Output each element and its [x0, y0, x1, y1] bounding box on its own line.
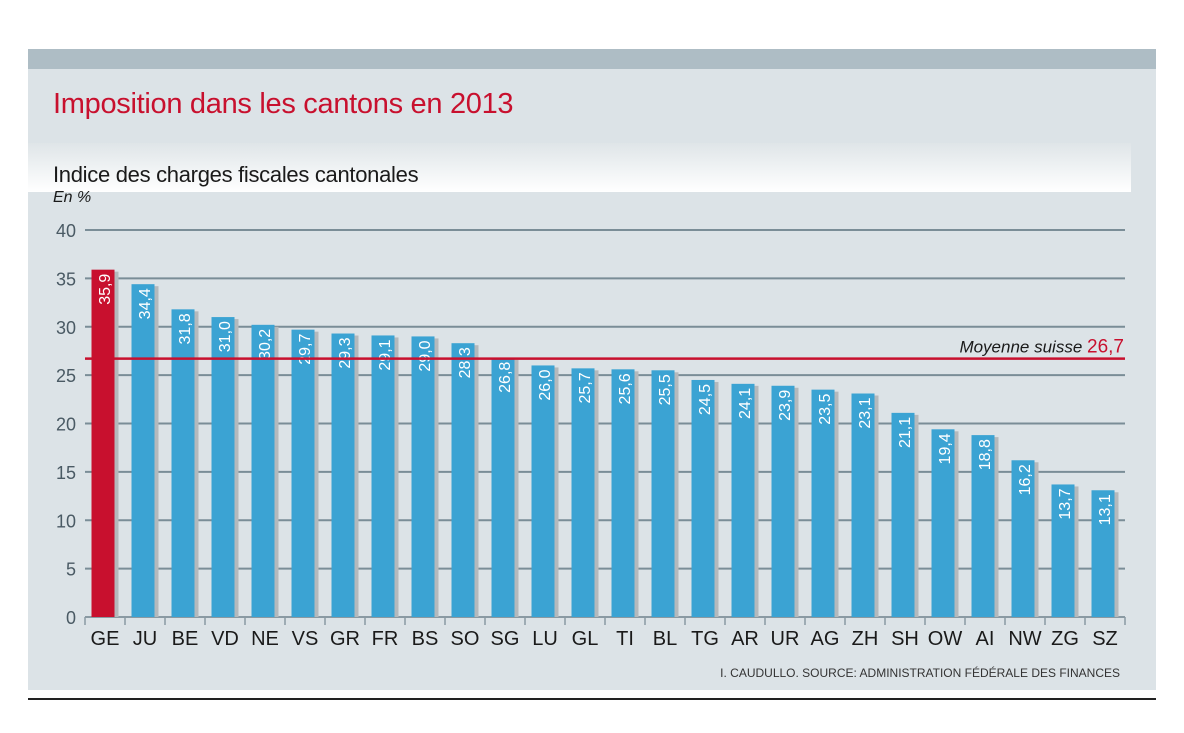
bar-ow [931, 429, 955, 617]
reference-label: Moyenne suisse 26,7 [959, 337, 1124, 358]
bar-ti [611, 369, 635, 617]
x-tick-label: GR [330, 628, 360, 650]
bar-ag [811, 389, 835, 617]
value-label: 29,3 [337, 337, 354, 368]
value-label: 29,7 [297, 334, 314, 365]
x-tick-label: SG [491, 628, 520, 650]
value-label: 13,1 [1097, 494, 1114, 525]
x-tick-label: SH [891, 628, 919, 650]
x-tick-label: LU [532, 628, 558, 650]
x-tick-label: JU [133, 628, 157, 650]
bar-sg [491, 357, 515, 617]
x-tick-label: GL [572, 628, 599, 650]
y-tick-label: 10 [56, 511, 76, 531]
header-bar [28, 49, 1156, 69]
x-tick-label: AG [811, 628, 840, 650]
value-label: 24,5 [697, 384, 714, 415]
value-label: 26,0 [537, 369, 554, 400]
bar-bs [411, 336, 435, 617]
x-tick-label: FR [372, 628, 399, 650]
bar-vs [291, 329, 315, 617]
bar-vd [211, 317, 235, 617]
value-label: 34,4 [137, 288, 154, 319]
bar-gr [331, 333, 355, 617]
value-label: 25,7 [577, 372, 594, 403]
x-tick-label: TG [691, 628, 719, 650]
reference-value: 26,7 [1087, 337, 1124, 358]
x-tick-label: UR [771, 628, 800, 650]
bar-ai [971, 435, 995, 617]
value-label: 28,3 [457, 347, 474, 378]
bar-ju [131, 284, 155, 617]
value-label: 31,8 [177, 313, 194, 344]
x-tick-label: BE [172, 628, 199, 650]
bar-ne [251, 324, 275, 617]
bar-lu [531, 365, 555, 617]
y-tick-label: 20 [56, 415, 76, 435]
y-tick-label: 25 [56, 366, 76, 386]
y-axis-unit: En % [53, 189, 92, 206]
bar-nw [1011, 460, 1035, 617]
x-tick-label: BS [412, 628, 439, 650]
value-label: 23,1 [857, 397, 874, 428]
bar-zg [1051, 484, 1075, 617]
bar-sz [1091, 490, 1115, 617]
y-tick-label: 5 [66, 560, 76, 580]
value-label: 31,0 [217, 321, 234, 352]
x-tick-label: AI [976, 628, 995, 650]
value-label: 23,5 [817, 394, 834, 425]
value-label: 29,1 [377, 339, 394, 370]
value-label: 30,2 [257, 329, 274, 360]
value-label: 35,9 [97, 274, 114, 305]
x-tick-label: TI [616, 628, 634, 650]
y-tick-label: 35 [56, 269, 76, 289]
bar-bl [651, 370, 675, 617]
value-label: 29,0 [417, 340, 434, 371]
value-label: 25,5 [657, 374, 674, 405]
chart-subtitle: Indice des charges fiscales cantonales [53, 162, 419, 187]
value-label: 19,4 [937, 433, 954, 464]
x-tick-label: OW [928, 628, 963, 650]
value-label: 18,8 [977, 439, 994, 470]
x-tick-label: ZG [1051, 628, 1079, 650]
value-label: 25,6 [617, 373, 634, 404]
value-label: 26,8 [497, 362, 514, 393]
bar-zh [851, 393, 875, 617]
bar-gl [571, 368, 595, 617]
bar-fr [371, 335, 395, 617]
source-note: I. CAUDULLO. SOURCE: ADMINISTRATION FÉDÉ… [720, 666, 1120, 680]
y-tick-label: 0 [66, 608, 76, 628]
x-tick-label: VS [292, 628, 319, 650]
x-tick-label: ZH [852, 628, 879, 650]
value-label: 23,9 [777, 390, 794, 421]
x-tick-label: SO [451, 628, 480, 650]
value-label: 13,7 [1057, 488, 1074, 519]
bar-ur [771, 385, 795, 617]
bottom-rule [28, 698, 1156, 700]
x-tick-label: VD [211, 628, 239, 650]
bar-sh [891, 412, 915, 617]
subtitle-band [28, 143, 1131, 192]
reference-label-text: Moyenne suisse [959, 338, 1087, 357]
value-label: 24,1 [737, 388, 754, 419]
value-label: 21,1 [897, 417, 914, 448]
x-tick-label: SZ [1092, 628, 1118, 650]
bar-ge [91, 269, 115, 617]
bar-ar [731, 383, 755, 617]
value-label: 16,2 [1017, 464, 1034, 495]
x-tick-label: NW [1008, 628, 1041, 650]
y-tick-label: 15 [56, 463, 76, 483]
x-tick-label: NE [251, 628, 279, 650]
x-tick-label: GE [91, 628, 120, 650]
y-tick-label: 30 [56, 318, 76, 338]
y-tick-label: 40 [56, 221, 76, 241]
chart-title: Imposition dans les cantons en 2013 [53, 88, 514, 120]
bar-be [171, 309, 195, 617]
bar-so [451, 343, 475, 617]
x-tick-label: AR [731, 628, 759, 650]
bar-tg [691, 379, 715, 617]
x-tick-label: BL [653, 628, 677, 650]
